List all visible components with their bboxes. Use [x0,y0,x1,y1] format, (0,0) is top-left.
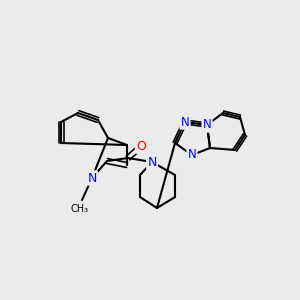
Text: N: N [147,155,157,169]
Text: O: O [136,140,146,152]
Text: CH₃: CH₃ [71,204,89,214]
Text: N: N [87,172,97,184]
Text: N: N [181,116,189,128]
Text: N: N [202,118,211,131]
Text: N: N [188,148,196,161]
